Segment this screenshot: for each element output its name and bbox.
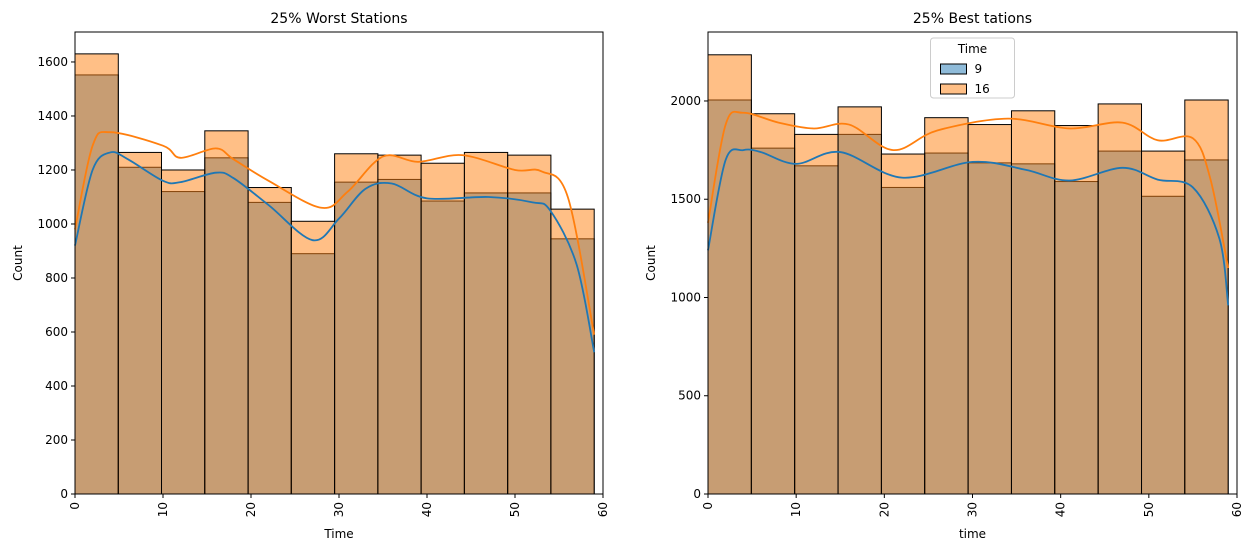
bar <box>1141 150 1186 495</box>
y-tick-label: 1000 <box>670 290 701 304</box>
x-tick-label: 20 <box>244 502 258 517</box>
bar <box>837 106 882 495</box>
bar <box>924 117 969 495</box>
bar <box>1097 103 1143 495</box>
bar <box>290 220 336 495</box>
y-tick-label: 1200 <box>37 163 68 177</box>
y-tick-label: 2000 <box>670 94 701 108</box>
bar <box>334 153 379 495</box>
kde-line <box>707 110 1230 269</box>
x-tick-label: 50 <box>1142 502 1156 517</box>
bar <box>161 169 206 495</box>
legend-box <box>930 37 1015 99</box>
bar <box>420 162 465 495</box>
legend-label: 9 <box>975 62 983 76</box>
y-axis-label: Count <box>644 245 658 281</box>
bar <box>550 208 595 495</box>
y-tick-label: 500 <box>678 389 701 403</box>
x-tick-label: 10 <box>156 502 170 517</box>
legend-title: Time <box>957 42 987 56</box>
bar <box>1010 110 1056 495</box>
bar <box>117 151 163 495</box>
y-tick-label: 0 <box>693 487 701 501</box>
bar <box>1184 99 1229 495</box>
bar <box>880 153 926 495</box>
y-tick-label: 1600 <box>37 55 68 69</box>
x-tick-label: 50 <box>508 502 522 517</box>
y-tick-label: 1500 <box>670 192 701 206</box>
bar <box>750 113 796 495</box>
y-tick-label: 400 <box>45 379 68 393</box>
y-axis-label: Count <box>11 245 25 281</box>
chart-title: 25% Best tations <box>913 11 1032 27</box>
legend-swatch <box>940 63 967 75</box>
bar <box>1054 125 1099 495</box>
x-tick-label: 60 <box>596 502 610 517</box>
x-tick-label: 20 <box>877 502 891 517</box>
bar <box>204 130 249 495</box>
y-tick-label: 800 <box>45 271 68 285</box>
kde-line <box>74 131 596 335</box>
bar <box>707 54 752 495</box>
bar <box>247 187 292 495</box>
x-tick-label: 10 <box>789 502 803 517</box>
x-axis-label: time <box>959 527 986 541</box>
x-tick-label: 40 <box>420 502 434 517</box>
bar <box>507 154 552 495</box>
bar <box>794 133 839 495</box>
y-tick-label: 0 <box>60 487 68 501</box>
x-tick-label: 40 <box>1054 502 1068 517</box>
y-tick-label: 1000 <box>37 217 68 231</box>
x-axis-label: Time <box>323 527 353 541</box>
legend-swatch <box>940 83 967 95</box>
y-tick-label: 600 <box>45 325 68 339</box>
kde-line <box>707 148 1230 306</box>
x-tick-label: 30 <box>332 502 346 517</box>
x-tick-label: 0 <box>68 502 82 510</box>
x-tick-label: 30 <box>966 502 980 517</box>
bar <box>377 154 422 495</box>
bar <box>967 124 1012 495</box>
y-tick-label: 1400 <box>37 109 68 123</box>
legend-label: 16 <box>975 82 990 96</box>
chart-title: 25% Worst Stations <box>270 11 407 27</box>
bar <box>74 53 119 495</box>
kde-line <box>74 151 596 353</box>
bar <box>463 151 509 495</box>
x-tick-label: 0 <box>701 502 715 510</box>
y-tick-label: 200 <box>45 433 68 447</box>
x-tick-label: 60 <box>1230 502 1244 517</box>
